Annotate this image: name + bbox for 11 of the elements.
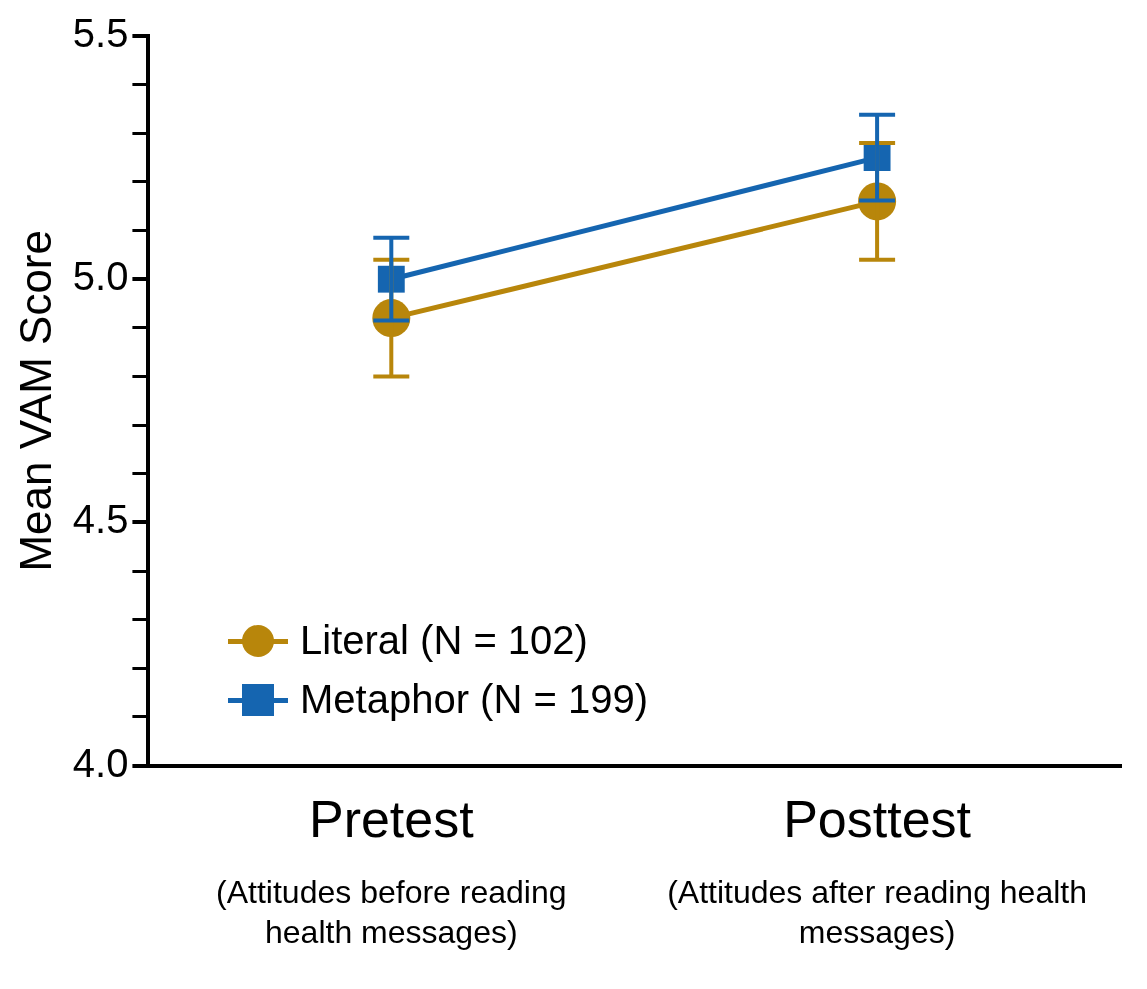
legend-label: Metaphor (N = 199) xyxy=(300,677,648,722)
text: (Attitudes after reading health messages) xyxy=(667,873,1088,950)
legend-label: Literal (N = 102) xyxy=(300,618,588,663)
y-axis-title: Mean VAM Score xyxy=(10,230,60,572)
y-tick-label: 5.0 xyxy=(72,254,129,299)
x-tick-label: Posttest xyxy=(783,790,972,849)
y-tick-label: 4.0 xyxy=(72,740,129,785)
x-tick-label: Pretest xyxy=(308,790,475,849)
y-tick-label: 4.5 xyxy=(72,497,129,542)
text: (Attitudes before reading health messages) xyxy=(216,873,567,950)
y-tick-label: 5.5 xyxy=(72,11,129,56)
